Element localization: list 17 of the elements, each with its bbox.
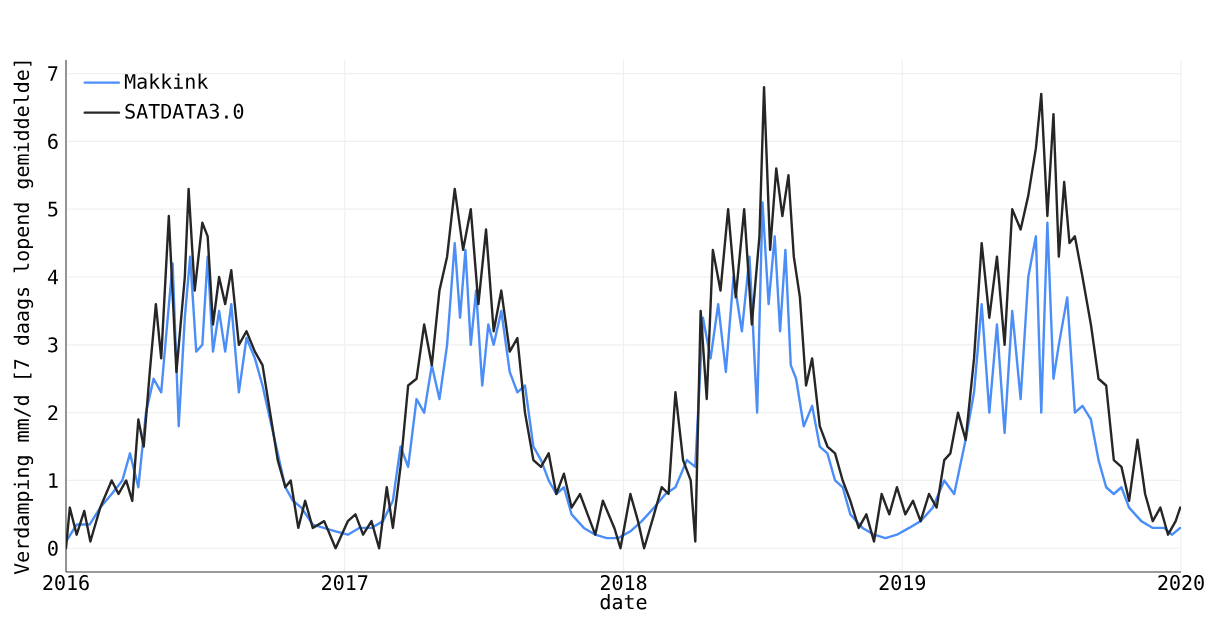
y-tick-label: 7 [48, 66, 58, 81]
y-tick-label: 2 [48, 405, 58, 421]
y-tick-label: 6 [48, 133, 58, 149]
y-tick-label: 5 [48, 201, 58, 217]
x-tick-label: 2016 [43, 575, 89, 591]
y-tick-label: 4 [47, 269, 58, 285]
x-axis-title: date [600, 593, 647, 610]
y-axis-title: Verdamping mm/d [7 daags lopend gemiddelde] [13, 61, 34, 575]
y-tick-label: 3 [48, 337, 58, 353]
legend-label: Makkink [124, 73, 209, 89]
x-tick-label: 2017 [322, 575, 368, 591]
x-tick-label: 2020 [1158, 575, 1204, 591]
legend-label: SATDATA3.0 [125, 103, 244, 119]
y-tick-label: 0 [48, 540, 58, 556]
y-tick-label: 1 [49, 473, 58, 488]
x-tick-label: 2018 [600, 575, 647, 591]
x-tick-label: 2019 [879, 575, 925, 591]
